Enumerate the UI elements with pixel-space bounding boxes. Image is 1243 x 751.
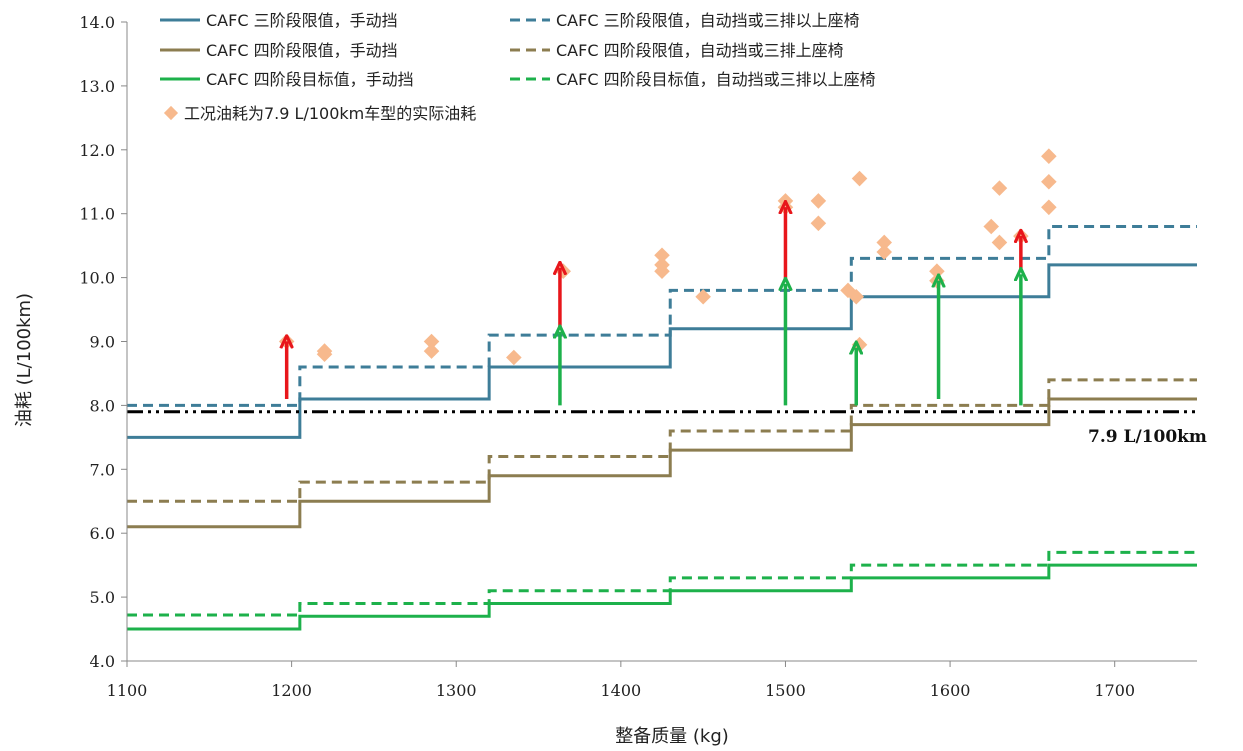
legend-item-s3m: CAFC 三阶段限值，手动挡: [160, 11, 398, 30]
legend-item-s3a: CAFC 三阶段限值，自动挡或三排以上座椅: [510, 11, 860, 30]
x-tick-label: 1600: [930, 681, 971, 700]
y-tick-label: 7.0: [90, 460, 115, 479]
axes: 4.0 5.0 6.0 7.0 8.0 9.0 10.0 11.0 12.0 13.0 14.0 11…: [79, 13, 1197, 700]
legend-marker: [163, 105, 179, 121]
y-tick-label: 5.0: [90, 588, 115, 607]
scatter-point: [506, 349, 522, 366]
legend-label: CAFC 三阶段限值，手动挡: [206, 11, 398, 30]
y-tick-label: 8.0: [90, 396, 115, 415]
legend-label: CAFC 四阶段限值，自动挡或三排上座椅: [556, 41, 844, 60]
legend: CAFC 三阶段限值，手动挡 CAFC 三阶段限值，自动挡或三排以上座椅 CAF…: [160, 11, 876, 123]
y-tick-label: 10.0: [79, 269, 115, 288]
series-line-s4m: [127, 397, 1197, 529]
x-tick-label: 1200: [271, 681, 312, 700]
y-tick-label: 11.0: [79, 205, 115, 224]
scatter-point: [876, 244, 893, 260]
scatter-point: [1041, 148, 1057, 164]
series-line-s3a: [127, 224, 1197, 407]
scatter-point: [810, 215, 827, 232]
legend-item-s4m: CAFC 四阶段限值，手动挡: [160, 41, 398, 60]
scatter-point: [810, 193, 827, 209]
legend-item-t4a: CAFC 四阶段目标值，自动挡或三排以上座椅: [510, 70, 876, 89]
y-tick-label: 6.0: [90, 524, 115, 543]
legend-label: CAFC 四阶段限值，手动挡: [206, 41, 398, 60]
x-tick-label: 1700: [1094, 681, 1135, 700]
scatter-point: [1041, 199, 1057, 216]
legend-item-scatter: 工况油耗为7.9 L/100km车型的实际油耗: [163, 104, 476, 123]
y-axis-title: 油耗 (L/100km): [14, 293, 35, 427]
legend-label: 工况油耗为7.9 L/100km车型的实际油耗: [184, 104, 476, 123]
scatter-point: [1041, 173, 1057, 190]
scatter-point: [423, 343, 440, 359]
legend-label: CAFC 四阶段目标值，自动挡或三排以上座椅: [556, 70, 876, 89]
legend-item-t4m: CAFC 四阶段目标值，手动挡: [160, 70, 414, 89]
scatter-point: [851, 170, 868, 187]
scatter-point: [991, 180, 1008, 196]
y-tick-label: 9.0: [90, 333, 115, 352]
y-tick-label: 12.0: [79, 141, 115, 160]
y-tick-label: 13.0: [79, 77, 115, 96]
scatter-point: [555, 263, 572, 279]
series-line-t4m: [127, 563, 1197, 631]
legend-label: CAFC 四阶段目标值，手动挡: [206, 70, 414, 89]
plot-area: [127, 148, 1197, 631]
x-tick-label: 1400: [600, 681, 641, 700]
legend-label: CAFC 三阶段限值，自动挡或三排以上座椅: [556, 11, 860, 30]
legend-item-s4a: CAFC 四阶段限值，自动挡或三排上座椅: [510, 41, 844, 60]
x-tick-label: 1300: [436, 681, 477, 700]
scatter-point: [851, 336, 868, 353]
reference-line-label: 7.9 L/100km: [1088, 427, 1207, 447]
scatter-point: [876, 234, 893, 251]
scatter-point: [991, 234, 1008, 251]
x-tick-label: 1100: [107, 681, 148, 700]
series-line-s4a: [127, 378, 1197, 503]
series-line-t4a: [127, 550, 1197, 617]
y-tick-label: 4.0: [90, 652, 115, 671]
series-line-s3m: [127, 263, 1197, 439]
scatter-point: [983, 218, 1000, 235]
x-axis-title: 整备质量 (kg): [615, 726, 729, 747]
x-tick-label: 1500: [765, 681, 806, 700]
y-tick-label: 14.0: [79, 13, 115, 32]
